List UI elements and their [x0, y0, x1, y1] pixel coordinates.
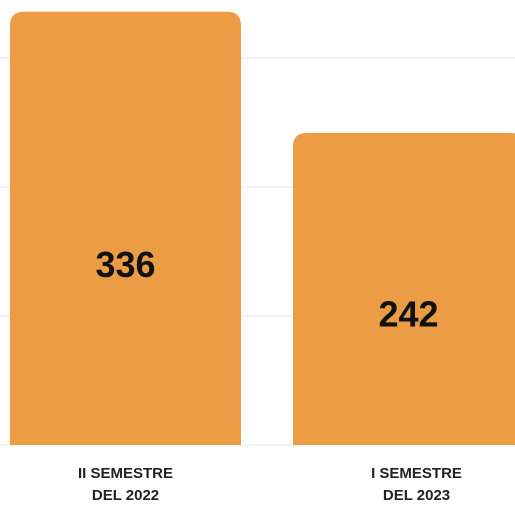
x-tick-label: I SEMESTRE DEL 2023 [371, 465, 462, 504]
value-label: 336 [95, 244, 155, 285]
x-tick-label: II SEMESTRE DEL 2022 [77, 465, 174, 504]
bar [293, 132, 515, 445]
bar [10, 11, 241, 445]
value-label: 242 [378, 294, 438, 335]
